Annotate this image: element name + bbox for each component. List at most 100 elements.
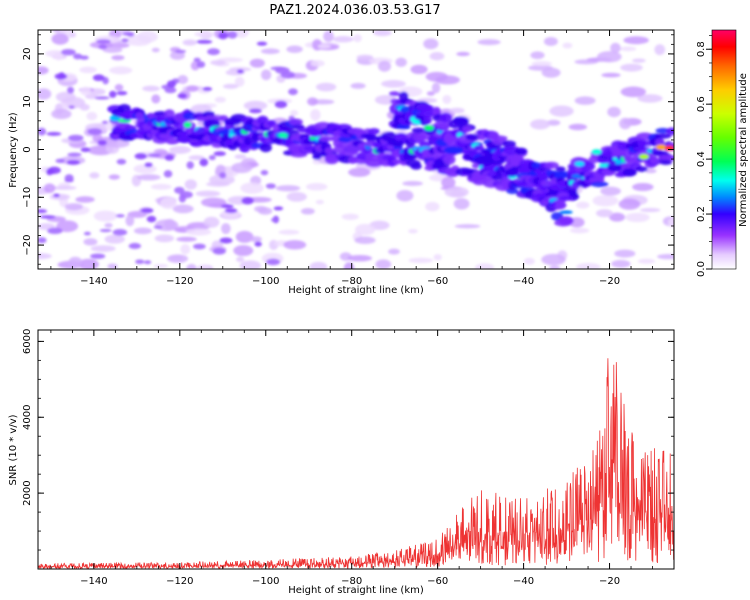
colorbar-tick-label: 0.4 <box>696 151 707 167</box>
heatmap-cell <box>177 75 189 85</box>
heatmap-cell <box>350 82 366 89</box>
heatmap-cell <box>68 256 83 268</box>
heatmap-cell <box>214 96 226 103</box>
heatmap-cell <box>398 91 409 101</box>
heatmap-cell <box>305 182 328 191</box>
x-tick-label: −60 <box>427 576 448 587</box>
heatmap-cell <box>55 158 66 164</box>
heatmap-cell <box>446 146 464 154</box>
heatmap-cell <box>568 123 588 131</box>
heatmap-peak <box>574 161 585 167</box>
heatmap-y-axis: −20 −10 0 10 20 <box>22 34 674 265</box>
heatmap-cell <box>300 208 315 215</box>
heatmap-cell <box>286 191 307 202</box>
heatmap-cell <box>562 42 573 49</box>
heatmap-cell <box>249 58 265 68</box>
heatmap-cell <box>419 141 432 149</box>
heatmap-cell <box>649 155 658 165</box>
heatmap-cell <box>143 260 152 265</box>
snr-y-label: SNR (10 * v/v) <box>8 414 19 485</box>
heatmap-cell <box>153 263 169 269</box>
heatmap-cell <box>66 159 81 165</box>
heatmap-cell <box>310 109 321 121</box>
heatmap-cell <box>356 54 374 60</box>
heatmap-cell <box>387 157 397 167</box>
heatmap-cell <box>235 230 254 243</box>
heatmap-cell <box>381 80 406 88</box>
heatmap-cell <box>202 87 213 92</box>
heatmap-cell <box>433 254 442 261</box>
heatmap-cell <box>61 48 76 56</box>
heatmap-cell <box>408 228 418 234</box>
heatmap-cell <box>121 38 129 43</box>
colorbar-tick-label: 0.0 <box>696 261 707 277</box>
heatmap-cell <box>125 214 135 227</box>
heatmap-cell <box>531 161 541 169</box>
y-tick-label: 0 <box>22 146 33 152</box>
heatmap-cell <box>233 245 254 257</box>
heatmap-cell <box>133 227 152 235</box>
x-tick-label: −120 <box>166 576 193 587</box>
heatmap-cell <box>219 172 227 179</box>
heatmap-cell <box>90 245 116 252</box>
heatmap-cell <box>475 263 494 269</box>
heatmap-cell <box>240 182 264 194</box>
x-tick-label: −80 <box>341 576 362 587</box>
heatmap-cell <box>92 133 103 143</box>
heatmap-cell <box>530 119 550 130</box>
heatmap-cell <box>38 66 49 75</box>
heatmap-cell <box>196 39 213 44</box>
heatmap-cell <box>51 33 69 45</box>
x-tick-label: −80 <box>341 276 362 287</box>
heatmap-cell <box>395 57 407 67</box>
heatmap-cell <box>365 158 383 168</box>
y-tick-label: 20 <box>22 48 33 61</box>
heatmap-cell <box>231 162 253 174</box>
heatmap-cell <box>332 36 354 43</box>
heatmap-cell <box>109 66 133 75</box>
heatmap-cell <box>99 228 112 233</box>
heatmap-cell <box>341 213 359 220</box>
heatmap-cell <box>165 137 180 145</box>
heatmap-cell <box>163 170 173 178</box>
heatmap-cell <box>54 73 68 80</box>
heatmap-cell <box>286 45 303 53</box>
heatmap-cell <box>67 86 75 94</box>
heatmap-cell <box>635 166 648 172</box>
heatmap-cell <box>318 136 334 142</box>
heatmap-cell <box>194 31 215 37</box>
heatmap-cell <box>290 109 299 117</box>
heatmap-cell <box>45 50 65 58</box>
heatmap-cell <box>449 107 465 114</box>
heatmap-peak <box>424 125 435 131</box>
colorbar-ticks: 0.0 0.2 0.4 0.6 0.8 <box>696 35 712 277</box>
heatmap-cell <box>219 237 233 244</box>
heatmap-cell <box>89 172 100 179</box>
heatmap-cell <box>378 60 392 72</box>
heatmap-cell <box>47 227 63 235</box>
colorbar-label: Normalized spectral amplitude <box>738 73 749 227</box>
heatmap-cell <box>668 217 674 228</box>
heatmap-cell <box>410 64 428 75</box>
heatmap-cell <box>172 204 194 214</box>
colorbar-tick-label: 0.8 <box>696 41 707 57</box>
heatmap-y-label: Frequency (Hz) <box>8 112 19 188</box>
heatmap-cell <box>362 147 374 153</box>
y-tick-label: −20 <box>22 235 33 256</box>
heatmap-cell <box>307 97 318 106</box>
heatmap-cell <box>128 242 142 250</box>
heatmap-cell <box>49 193 71 201</box>
snr-series-line <box>38 358 674 569</box>
heatmap-cell <box>531 61 553 67</box>
x-tick-label: −60 <box>427 276 448 287</box>
heatmap-cell <box>104 222 113 228</box>
x-tick-label: −40 <box>513 576 534 587</box>
heatmap-cell <box>112 228 128 236</box>
heatmap-cell <box>68 134 84 142</box>
heatmap-cell <box>590 181 609 188</box>
heatmap-cell <box>623 36 649 45</box>
heatmap-cell <box>199 265 210 269</box>
heatmap-cell <box>266 258 281 266</box>
heatmap-cell <box>101 120 109 125</box>
